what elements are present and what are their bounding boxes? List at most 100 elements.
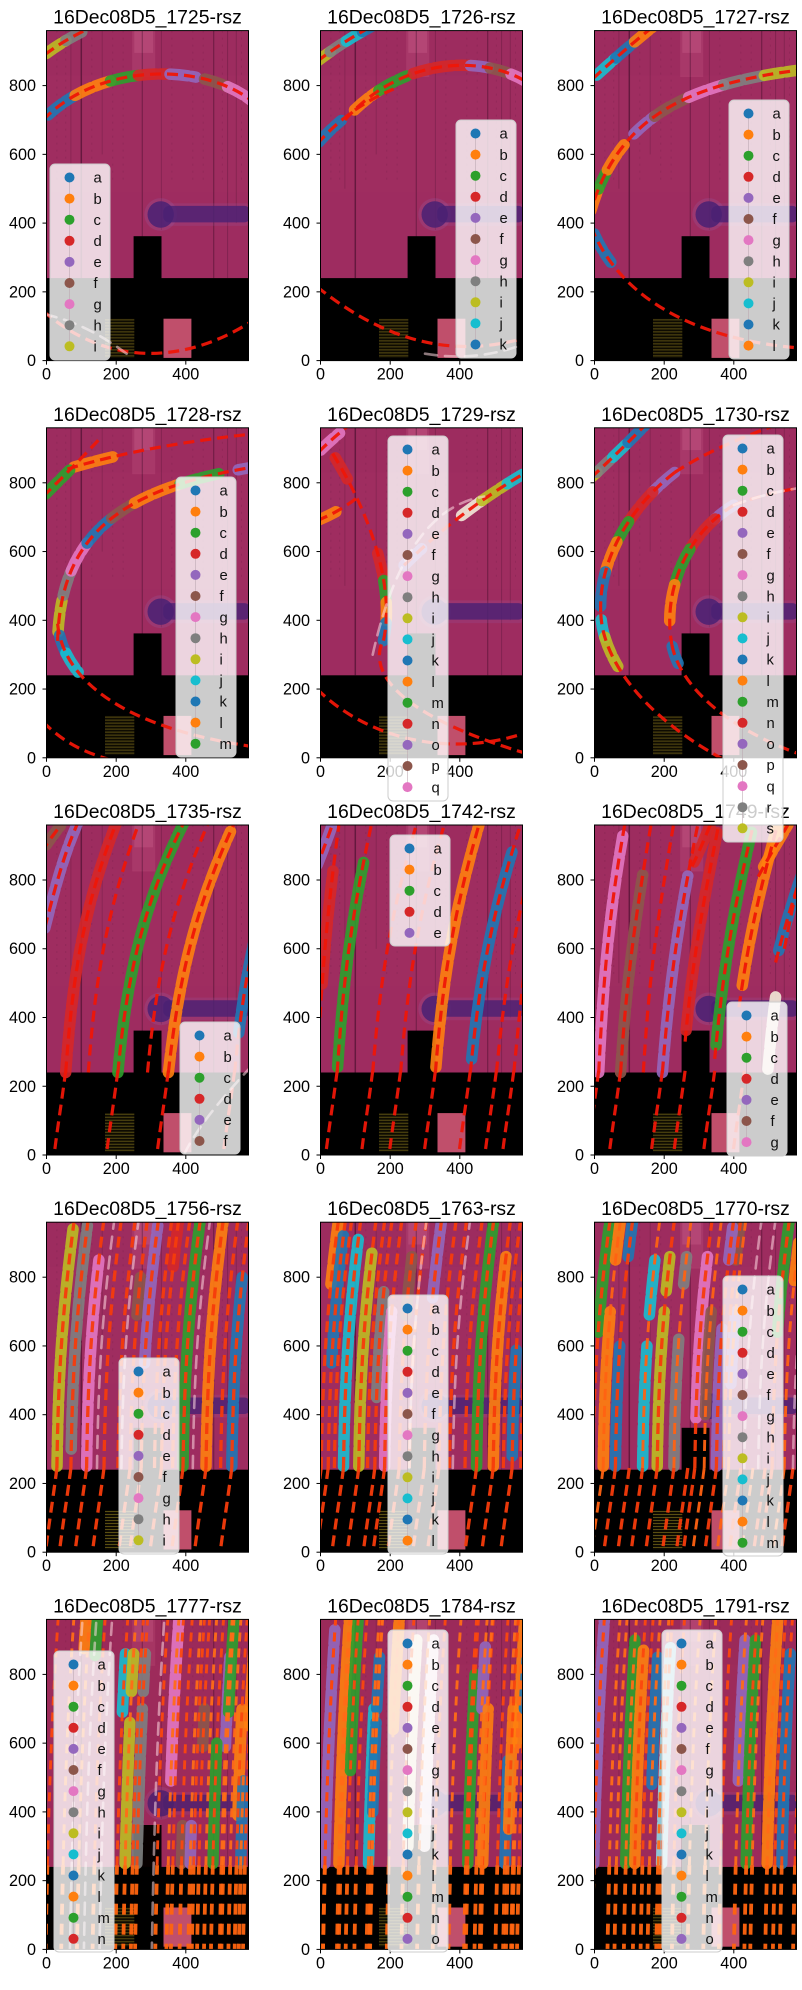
svg-text:d: d [500, 190, 508, 206]
svg-text:i: i [432, 1471, 435, 1487]
svg-text:16Dec08D5_1730-rsz: 16Dec08D5_1730-rsz [601, 404, 790, 426]
svg-text:d: d [767, 1346, 775, 1362]
svg-text:g: g [220, 610, 228, 626]
svg-text:g: g [771, 1135, 779, 1151]
svg-text:e: e [98, 1742, 106, 1758]
svg-text:c: c [432, 1679, 440, 1695]
svg-text:l: l [767, 1515, 770, 1531]
svg-text:16Dec08D5_1742-rsz: 16Dec08D5_1742-rsz [327, 801, 516, 823]
svg-text:b: b [500, 148, 508, 164]
svg-text:c: c [767, 1325, 775, 1341]
svg-text:c: c [98, 1700, 106, 1716]
svg-text:h: h [432, 1784, 440, 1800]
svg-text:b: b [98, 1679, 106, 1695]
svg-text:g: g [432, 569, 440, 585]
svg-text:g: g [773, 233, 781, 249]
svg-text:i: i [773, 276, 776, 292]
svg-text:j: j [772, 297, 776, 313]
svg-text:b: b [432, 1323, 440, 1339]
svg-text:i: i [220, 653, 223, 669]
svg-text:c: c [773, 149, 781, 165]
svg-text:k: k [767, 653, 775, 669]
svg-text:p: p [432, 759, 440, 775]
svg-text:g: g [767, 1409, 775, 1425]
svg-text:m: m [706, 1890, 718, 1906]
svg-text:o: o [767, 737, 775, 753]
svg-text:e: e [432, 527, 440, 543]
svg-text:g: g [706, 1763, 714, 1779]
svg-text:h: h [500, 274, 508, 290]
svg-text:b: b [434, 863, 442, 879]
svg-text:a: a [771, 1009, 780, 1025]
svg-text:g: g [98, 1784, 106, 1800]
svg-text:b: b [706, 1658, 714, 1674]
svg-text:f: f [163, 1470, 168, 1486]
svg-text:b: b [767, 463, 775, 479]
svg-text:j: j [97, 1848, 101, 1864]
svg-text:f: f [432, 1407, 437, 1423]
svg-text:i: i [767, 1452, 770, 1468]
svg-text:j: j [766, 1473, 770, 1489]
svg-text:f: f [771, 1114, 776, 1130]
svg-text:j: j [431, 1827, 435, 1843]
svg-text:k: k [767, 1494, 775, 1510]
svg-text:j: j [766, 632, 770, 648]
svg-text:c: c [500, 169, 508, 185]
svg-text:k: k [220, 695, 228, 711]
svg-text:e: e [500, 211, 508, 227]
svg-text:k: k [500, 338, 508, 354]
svg-text:j: j [219, 674, 223, 690]
svg-text:b: b [771, 1030, 779, 1046]
svg-text:f: f [706, 1742, 711, 1758]
svg-text:b: b [163, 1386, 171, 1402]
svg-text:n: n [98, 1932, 106, 1948]
svg-text:l: l [767, 674, 770, 690]
svg-text:d: d [706, 1700, 714, 1716]
svg-text:b: b [773, 128, 781, 144]
svg-text:o: o [432, 1932, 440, 1948]
svg-text:h: h [432, 1449, 440, 1465]
svg-text:m: m [432, 1890, 444, 1906]
svg-text:i: i [98, 1827, 101, 1843]
svg-text:f: f [767, 1388, 772, 1404]
svg-text:e: e [767, 1367, 775, 1383]
svg-text:q: q [432, 780, 440, 796]
svg-text:g: g [163, 1491, 171, 1507]
svg-text:d: d [94, 234, 102, 250]
svg-text:k: k [432, 1848, 440, 1864]
svg-text:a: a [773, 107, 782, 123]
svg-text:c: c [767, 484, 775, 500]
svg-text:l: l [220, 716, 223, 732]
svg-text:i: i [94, 340, 97, 356]
svg-text:e: e [434, 926, 442, 942]
svg-text:e: e [432, 1721, 440, 1737]
svg-text:b: b [767, 1304, 775, 1320]
svg-text:c: c [163, 1407, 171, 1423]
svg-text:g: g [500, 253, 508, 269]
svg-text:a: a [706, 1637, 715, 1653]
svg-text:d: d [432, 1365, 440, 1381]
svg-text:16Dec08D5_1770-rsz: 16Dec08D5_1770-rsz [601, 1198, 790, 1220]
svg-text:c: c [432, 485, 440, 501]
svg-text:c: c [220, 526, 228, 542]
svg-text:j: j [705, 1827, 709, 1843]
svg-text:16Dec08D5_1763-rsz: 16Dec08D5_1763-rsz [327, 1198, 516, 1220]
svg-text:d: d [224, 1092, 232, 1108]
svg-text:16Dec08D5_1784-rsz: 16Dec08D5_1784-rsz [327, 1595, 516, 1617]
svg-text:j: j [499, 317, 503, 333]
svg-text:b: b [224, 1050, 232, 1066]
svg-text:k: k [432, 654, 440, 670]
svg-text:g: g [767, 568, 775, 584]
svg-text:m: m [767, 695, 779, 711]
svg-text:e: e [706, 1721, 714, 1737]
svg-text:16Dec08D5_1727-rsz: 16Dec08D5_1727-rsz [601, 7, 790, 29]
svg-text:c: c [432, 1344, 440, 1360]
svg-text:q: q [767, 779, 775, 795]
svg-text:g: g [432, 1428, 440, 1444]
svg-text:b: b [94, 192, 102, 208]
svg-text:n: n [432, 717, 440, 733]
svg-text:p: p [767, 758, 775, 774]
svg-text:f: f [500, 232, 505, 248]
svg-text:g: g [94, 297, 102, 313]
svg-text:k: k [98, 1869, 106, 1885]
